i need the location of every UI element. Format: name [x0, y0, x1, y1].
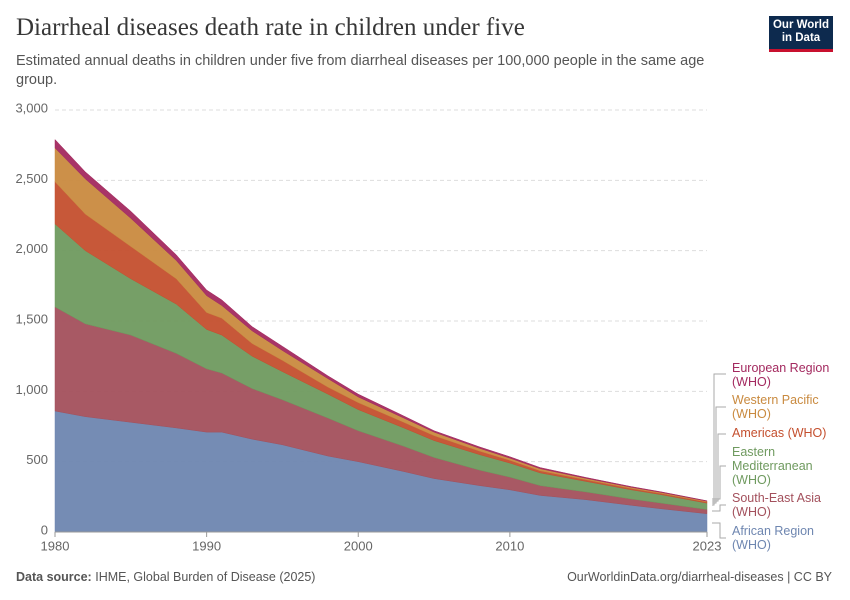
area — [54, 138, 708, 502]
y-tick-label: 1,000 — [15, 382, 48, 397]
source: IHME, Global Burden of Disease (2025) — [95, 570, 316, 584]
legend-label: Western Pacific (WHO) — [732, 393, 819, 421]
chart-title: Diarrheal diseases death rate in childre… — [16, 14, 525, 41]
x-tick-label: 2023 — [693, 538, 722, 553]
y-tick-label: 0 — [41, 522, 48, 537]
y-tick-label: 3,000 — [15, 100, 48, 115]
legend-label: European Region (WHO) — [732, 361, 830, 389]
x-tick-label: 1990 — [192, 538, 221, 553]
chart-subtitle: Estimated annual deaths in children unde… — [16, 53, 705, 88]
y-tick-label: 2,000 — [15, 241, 48, 256]
source-label: Data source: — [16, 570, 92, 584]
legend-label: Eastern Mediterranean (WHO) — [732, 445, 813, 487]
legend-label: African Region (WHO) — [732, 524, 814, 552]
areas — [54, 138, 708, 533]
x-tick-label: 2010 — [495, 538, 524, 553]
footer-url[interactable]: OurWorldinData.org/diarrheal-diseases | … — [567, 570, 832, 584]
y-tick-label: 500 — [26, 452, 48, 467]
legend-label: Americas (WHO) — [732, 426, 827, 440]
x-tick-label: 2000 — [344, 538, 373, 553]
legend-connectors — [712, 373, 726, 539]
y-tick-label: 2,500 — [15, 171, 48, 186]
x-tick-label: 1980 — [41, 538, 70, 553]
legend-label: South-East Asia (WHO) — [732, 491, 821, 519]
logo[interactable]: Our World in Data — [769, 16, 833, 52]
y-tick-label: 1,500 — [15, 311, 48, 326]
footer-source: Data source: IHME, Global Burden of Dise… — [16, 570, 315, 584]
